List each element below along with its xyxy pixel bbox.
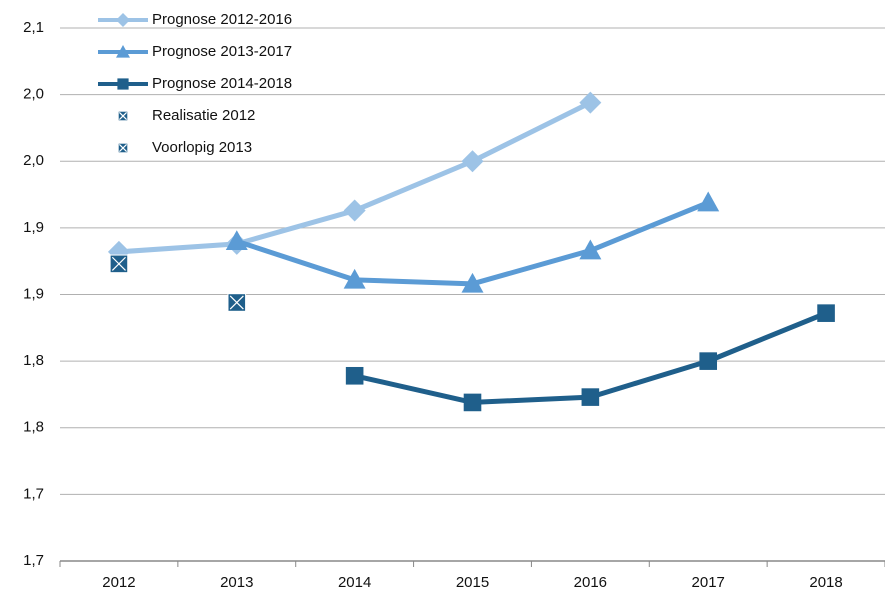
- data-point: [109, 254, 129, 274]
- data-point: [461, 150, 484, 173]
- legend-marker: [117, 142, 129, 154]
- data-point: [343, 199, 366, 222]
- data-point: [461, 272, 484, 293]
- data-point: [343, 268, 366, 289]
- y-tick-label: 2,0: [23, 86, 44, 103]
- legend-marker: [116, 13, 130, 27]
- data-point: [345, 366, 364, 385]
- marker-cross: [118, 143, 128, 153]
- legend-label: Prognose 2012-2016: [152, 11, 292, 28]
- y-tick-label: 1,7: [23, 552, 44, 569]
- legend-label: Realisatie 2012: [152, 107, 255, 124]
- data-point: [225, 230, 248, 250]
- data-point: [227, 293, 247, 312]
- x-tick-label: 2016: [574, 574, 607, 591]
- y-tick-label: 2,1: [23, 19, 44, 36]
- data-point: [581, 388, 600, 406]
- x-tick-label: 2013: [220, 574, 253, 591]
- x-tick-label: 2014: [338, 574, 371, 591]
- series-line: [236, 200, 710, 287]
- x-tick-label: 2015: [456, 574, 489, 591]
- y-tick-label: 1,9: [23, 285, 44, 302]
- x-tick-label: 2018: [809, 574, 842, 591]
- y-tick-label: 1,7: [23, 485, 44, 502]
- x-tick-label: 2012: [102, 574, 135, 591]
- data-point: [463, 393, 482, 412]
- y-tick-label: 1,9: [23, 219, 44, 236]
- x-tick-label: 2017: [692, 574, 725, 591]
- marker-cross: [118, 111, 128, 121]
- y-tick-label: 2,0: [23, 152, 44, 169]
- y-tick-label: 1,8: [23, 352, 44, 369]
- data-point: [579, 91, 602, 114]
- legend-marker: [117, 110, 129, 122]
- legend-label: Prognose 2014-2018: [152, 75, 292, 92]
- data-point: [579, 239, 602, 260]
- data-point: [697, 191, 720, 212]
- marker-cross: [229, 295, 244, 310]
- y-tick-label: 1,8: [23, 419, 44, 436]
- legend-label: Voorlopig 2013: [152, 139, 252, 156]
- data-point: [699, 352, 718, 370]
- legend-marker: [117, 78, 129, 90]
- legend-label: Prognose 2013-2017: [152, 43, 292, 60]
- series-line: [118, 100, 592, 255]
- marker-cross: [111, 256, 126, 271]
- data-point: [817, 304, 835, 322]
- legend-marker: [116, 45, 130, 58]
